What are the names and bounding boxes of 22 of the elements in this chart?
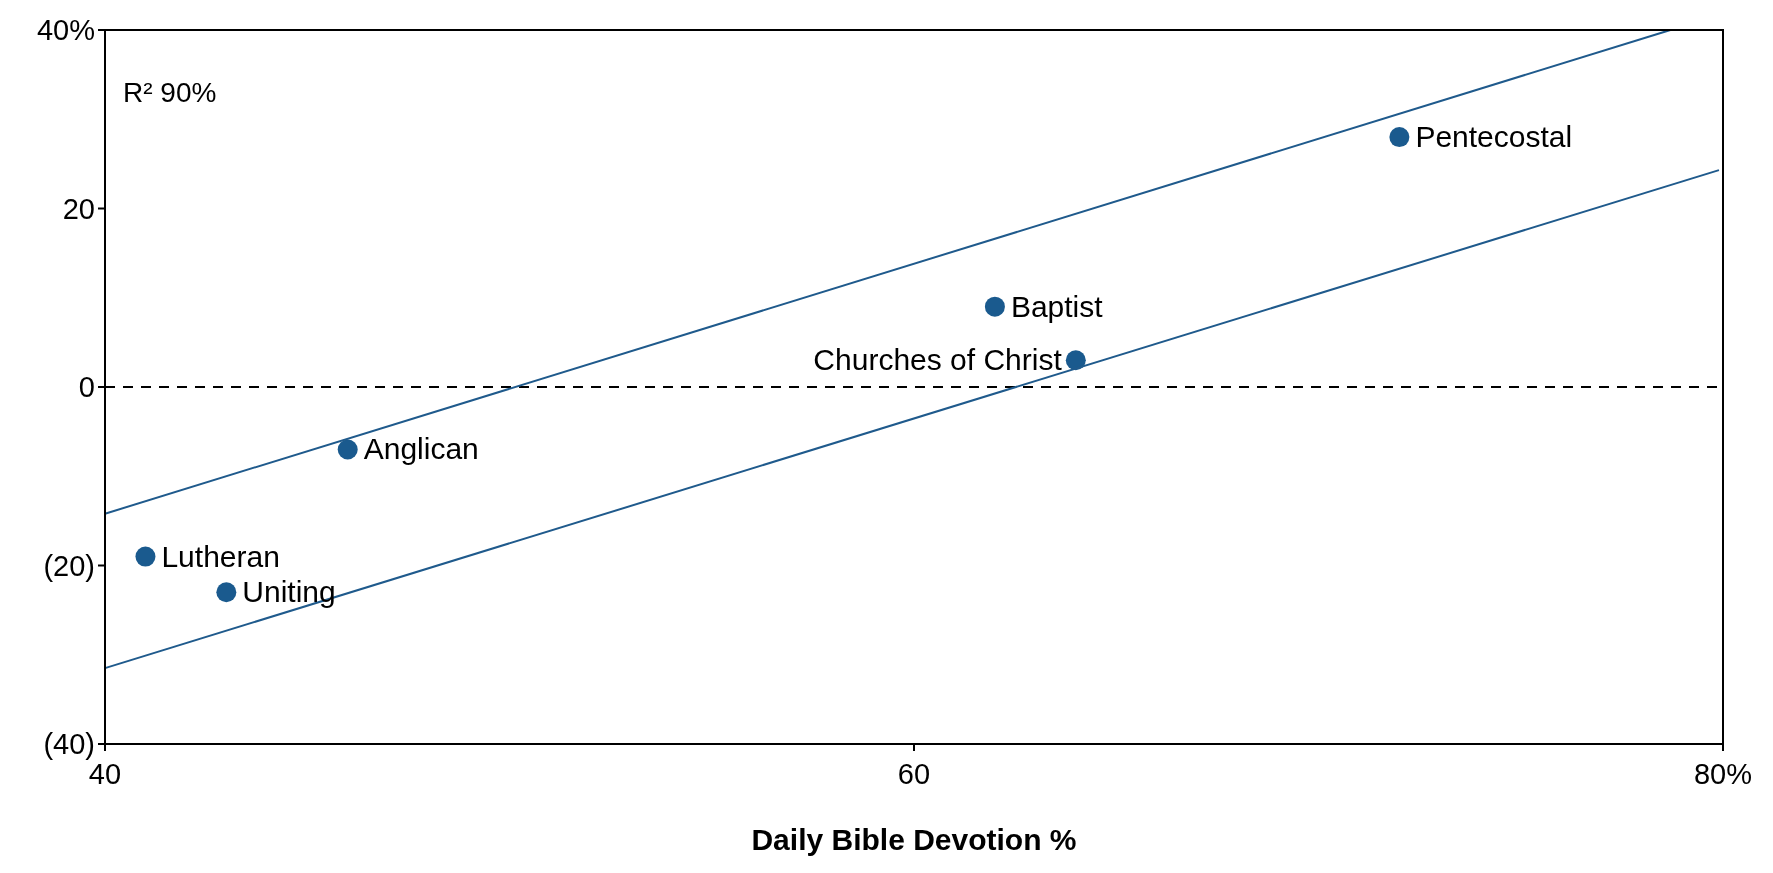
point [1389,127,1410,148]
annotation: Churches of Christ [813,343,1063,377]
x-tick-label: 80% [1693,758,1753,790]
point [984,296,1005,317]
annotation: R² 90% [123,77,217,108]
y-tick-label: (20) [43,549,95,582]
point [135,546,156,567]
annotation: Anglican [363,432,479,466]
y-tick-label: 20 [62,192,95,225]
point [1065,350,1086,371]
annotation: Lutheran [161,539,280,573]
y-tick-label: 0 [78,371,95,403]
annotation: Uniting [242,575,336,609]
x-axis-title: Daily Bible Devotion % [751,823,1077,856]
annotation: Pentecostal [1415,120,1573,154]
x-tick-label: 40 [88,758,122,790]
point [337,439,358,460]
point [216,582,237,603]
y-tick-label: (40) [43,728,95,760]
x-tick-label: 60 [897,758,931,790]
y-tick-label: 40% [36,14,95,46]
annotation: Baptist [1010,289,1104,323]
